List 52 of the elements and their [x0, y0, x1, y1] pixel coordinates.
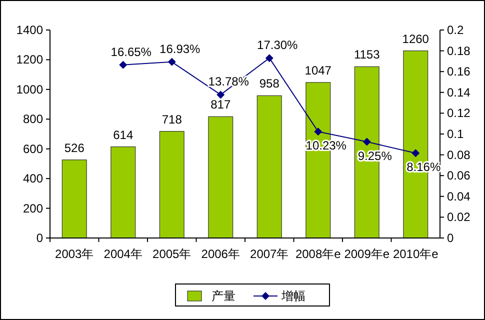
point: [362, 138, 371, 146]
data-label: 1047: [304, 63, 332, 78]
y-tick-label: 600: [22, 142, 44, 156]
bar: [159, 131, 184, 238]
y2-tick-label: 0.14: [447, 85, 471, 100]
data-label: 1260: [402, 32, 430, 46]
bar: [62, 160, 87, 238]
data-label: 16.93%: [160, 42, 201, 56]
x-tick-label: 2008年e: [295, 247, 342, 261]
x-tick-label: 2006年: [201, 247, 240, 261]
x-tick-label: 2009年e: [344, 247, 390, 261]
data-label: 614: [113, 128, 134, 142]
legend-label: 产量: [212, 289, 236, 303]
y-tick-label: 0: [36, 231, 44, 245]
bar: [208, 116, 234, 238]
y-tick-label: 800: [22, 112, 44, 126]
data-label: 16.65%: [110, 44, 152, 59]
point: [168, 58, 176, 66]
x-tick-label: 2007年: [250, 247, 289, 261]
y2-tick-label: 0.04: [447, 189, 471, 204]
data-label: 17.30%: [257, 38, 298, 52]
point: [119, 60, 128, 69]
data-label: 958: [259, 76, 280, 91]
point: [412, 149, 420, 158]
y2-tick-label: 0.06: [447, 168, 471, 183]
data-label: 817: [210, 98, 231, 112]
data-label: 718: [162, 112, 182, 126]
y2-tick-label: 0.08: [447, 148, 471, 162]
y-tick-label: 1200: [16, 52, 44, 67]
x-tick-label: 2004年: [104, 247, 142, 261]
y2-tick-label: 0.2: [447, 23, 464, 37]
y2-tick-label: 0.02: [447, 210, 471, 224]
y-tick-label: 400: [22, 172, 44, 186]
x-tick-label: 2003年: [55, 247, 94, 261]
y2-tick-label: 0.1: [447, 127, 464, 141]
data-label: 526: [64, 140, 85, 155]
legend-label: 增幅: [280, 289, 306, 303]
point: [265, 54, 274, 62]
bar: [256, 95, 282, 238]
y2-tick-label: 0: [447, 231, 454, 245]
x-tick-label: 2010年e: [392, 247, 439, 261]
y-tick-label: 200: [22, 201, 44, 216]
data-label: 1153: [354, 48, 380, 62]
y-tick-label: 1400: [16, 23, 44, 37]
point: [314, 128, 322, 136]
point: [216, 90, 225, 99]
y-tick-label: 1000: [16, 82, 44, 96]
x-tick-label: 2005年: [152, 247, 192, 261]
y2-tick-label: 0.18: [447, 44, 471, 58]
y2-tick-label: 0.12: [447, 106, 471, 120]
bar: [110, 146, 136, 238]
y2-tick-label: 0.16: [447, 64, 471, 79]
